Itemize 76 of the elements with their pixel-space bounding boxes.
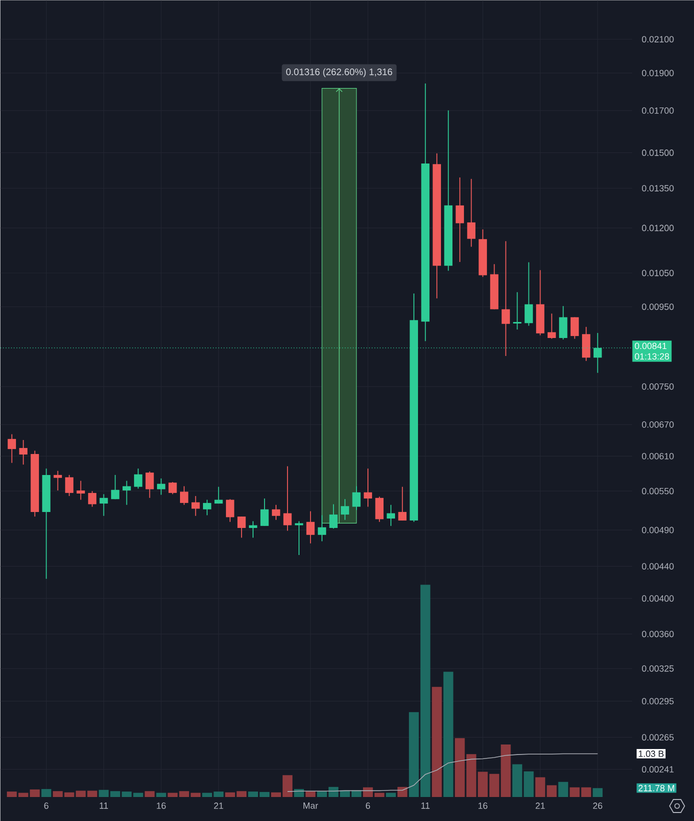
y-tick-label: 0.00325 (642, 665, 674, 672)
y-tick-label: 0.00400 (642, 595, 674, 602)
candlestick (559, 306, 568, 340)
ref-line-label: 0.00841 (634, 342, 666, 350)
y-tick-label: 0.00295 (642, 698, 674, 704)
candlestick (248, 520, 258, 538)
y-tick-label: 0.01200 (642, 224, 674, 232)
candlestick (19, 440, 28, 466)
y2-tick-label: 1.03 B (638, 750, 664, 757)
y-tick-label: 0.00670 (642, 421, 674, 428)
y-tick-label: 0.00360 (642, 630, 674, 638)
x-tick-label: 11 (100, 802, 108, 809)
candlestick (100, 494, 108, 516)
candlestick (352, 486, 361, 510)
y-tick-label: 0.02100 (642, 36, 674, 42)
annotation: 0.01316 (262.60%) 1,316 (286, 68, 392, 78)
candlestick (513, 292, 522, 330)
candlestick (340, 498, 350, 520)
candlestick (548, 313, 556, 340)
y-tick-label: 0.00265 (642, 734, 674, 741)
x-tick-label: 16 (156, 802, 166, 809)
candlestick (364, 468, 372, 508)
candlestick (294, 520, 304, 556)
candlestick (168, 482, 177, 495)
candlestick (260, 498, 269, 526)
y-tick-label: 0.00750 (642, 383, 674, 390)
y-tick-label: 0.00610 (642, 452, 674, 460)
candlestick (202, 499, 212, 516)
candlestick (456, 176, 464, 262)
y-tick-label: 0.01700 (642, 107, 674, 114)
candlestick (88, 490, 96, 508)
x-tick-label: 21 (214, 802, 224, 809)
y-tick-label: 0.01050 (642, 270, 674, 276)
x-tick-label: Mar (303, 802, 318, 809)
candlestick (191, 496, 200, 516)
x-tick-label: 16 (478, 802, 488, 809)
candlestick (180, 486, 188, 506)
candlestick (237, 516, 246, 538)
y-tick-label: 0.00490 (642, 526, 674, 534)
candlestick (375, 496, 384, 522)
y-tick-label: 0.00550 (642, 488, 674, 494)
candlestick (156, 478, 166, 496)
x-tick-label: 26 (593, 802, 602, 809)
x-tick-label: 6 (366, 802, 370, 809)
candlestick (54, 470, 62, 491)
y-tick-label: 0.00950 (642, 304, 674, 310)
candlestick (76, 480, 85, 500)
candlestick (570, 316, 579, 340)
y-tick-label: 0.01500 (642, 150, 674, 156)
y-tick-label: 0.01900 (642, 70, 674, 76)
candlestick (329, 504, 338, 530)
candlestick (524, 262, 533, 326)
candlestick (398, 486, 406, 521)
candlestick (283, 466, 292, 532)
candlestick (467, 178, 476, 248)
y2-tick-label: 211.78 M (638, 784, 674, 792)
candlestick (134, 468, 142, 490)
candlestick (386, 504, 395, 526)
candlestick (306, 510, 315, 544)
y-tick-label: 0.01350 (642, 185, 674, 192)
candlestick (226, 498, 234, 522)
x-tick-label: 11 (421, 802, 430, 809)
candlestick (65, 474, 74, 496)
candlestick (582, 326, 590, 362)
candlestick (8, 434, 16, 464)
candlestick (318, 514, 326, 542)
candlestick (502, 240, 510, 356)
candlestick (145, 470, 154, 498)
candlestick (122, 480, 131, 506)
y-tick-label: 0.00241 (642, 766, 674, 773)
x-tick-label: 6 (44, 802, 48, 809)
y-tick-label: 0.00440 (642, 563, 674, 570)
text: 01:13:28 (634, 353, 669, 360)
candlestick (111, 474, 120, 500)
x-tick-label: 21 (536, 802, 545, 809)
candlestick (272, 504, 280, 520)
